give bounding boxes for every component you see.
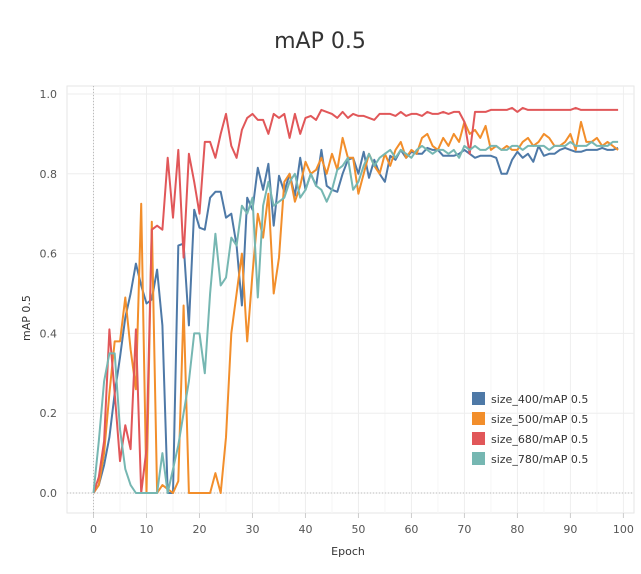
x-tick-label: 80 — [510, 523, 524, 536]
x-tick-label: 30 — [245, 523, 259, 536]
series-line-2 — [92, 120, 619, 494]
legend-label: size_500/mAP 0.5 — [491, 413, 588, 426]
y-tick-label: 1.0 — [40, 88, 58, 101]
y-tick-label: 0.2 — [40, 407, 58, 420]
y-tick-label: 0.8 — [40, 168, 58, 181]
plot-frame — [66, 85, 635, 514]
x-tick-label: 40 — [298, 523, 312, 536]
y-tick-label: 0.0 — [40, 487, 58, 500]
x-tick-label: 100 — [613, 523, 634, 536]
legend-swatch — [472, 392, 485, 405]
x-tick-label: 50 — [351, 523, 365, 536]
x-tick-label: 10 — [139, 523, 153, 536]
x-tick-label: 0 — [90, 523, 97, 536]
x-tick-label: 20 — [192, 523, 206, 536]
y-tick-label: 0.4 — [40, 327, 58, 340]
y-tick-label: 0.6 — [40, 248, 58, 261]
legend-swatch — [472, 412, 485, 425]
legend: size_400/mAP 0.5 size_500/mAP 0.5 size_680… — [472, 392, 588, 466]
series-group — [92, 106, 619, 494]
x-tick-label: 70 — [457, 523, 471, 536]
series-line-4 — [92, 140, 619, 494]
series-line-1 — [92, 144, 619, 494]
axes: 0 10 20 30 40 50 60 70 80 90 100 0.0 0.2 0.4 0.6 0.8 1.0 — [40, 86, 634, 536]
legend-label: size_780/mAP 0.5 — [491, 453, 588, 466]
legend-swatch — [472, 452, 485, 465]
series-line-3 — [92, 106, 619, 494]
legend-label: size_400/mAP 0.5 — [491, 393, 588, 406]
chart-title: mAP 0.5 — [274, 29, 366, 54]
x-tick-label: 60 — [404, 523, 418, 536]
legend-swatch — [472, 432, 485, 445]
y-axis-label: mAP 0.5 — [20, 295, 33, 341]
legend-label: size_680/mAP 0.5 — [491, 433, 588, 446]
x-axis-label: Epoch — [331, 545, 365, 558]
x-tick-label: 90 — [563, 523, 577, 536]
